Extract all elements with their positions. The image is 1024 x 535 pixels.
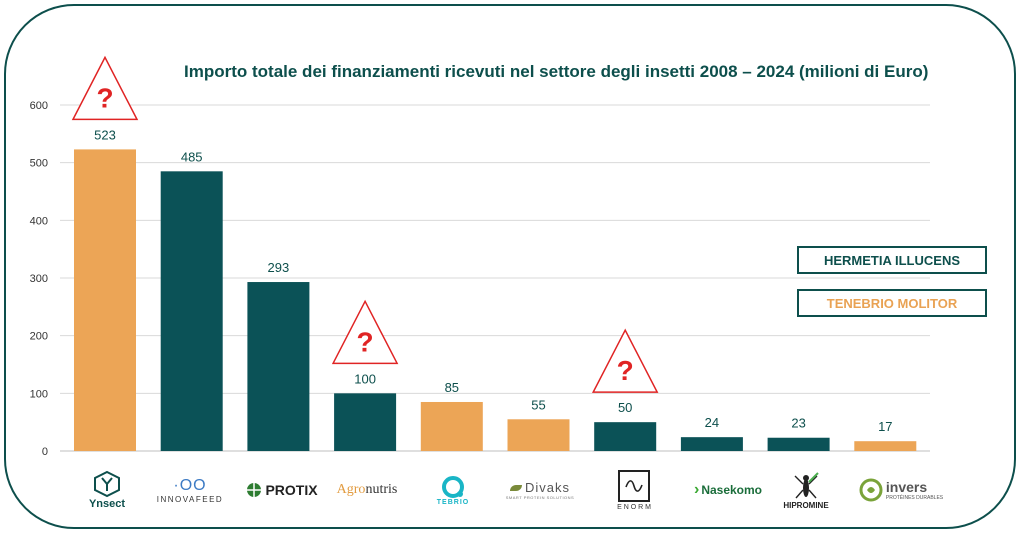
innovafeed-label: INNOVAFEED	[156, 494, 224, 504]
hipromine-label: HIPROMINE	[783, 500, 829, 510]
logo-agronutris: Agro nutris	[327, 465, 407, 515]
bar-tebrio	[420, 401, 483, 451]
warning-question-mark: ?	[96, 82, 113, 113]
data-label: 85	[445, 380, 459, 395]
innovafeed-mark: ·OO	[173, 476, 207, 494]
logo-tebrio: TEBRIO	[430, 465, 476, 515]
warning-question-mark: ?	[357, 326, 374, 357]
divaks-leaf-icon	[509, 484, 522, 491]
data-label: 523	[94, 127, 116, 142]
bar-divaks	[507, 419, 570, 451]
legend-hermetia: HERMETIA ILLUCENS	[797, 246, 987, 274]
logo-nasekomo: › Nasekomo	[684, 465, 772, 515]
data-labels: 523 485 293 100 85 55 50 24 23 17	[94, 127, 892, 434]
invers-icon	[859, 478, 883, 502]
logo-ynsect: Ynsect	[82, 465, 132, 515]
bar-protix	[247, 282, 310, 451]
hipromine-fly-icon	[794, 471, 819, 498]
nutris-label: nutris	[365, 482, 398, 497]
warning-question-mark: ?	[617, 355, 634, 386]
tebrio-label: TEBRIO	[436, 498, 470, 506]
bar-agronutris	[334, 393, 397, 451]
warning-triangle-icon	[71, 55, 139, 121]
bar-invers	[854, 441, 917, 451]
logo-innovafeed: ·OO INNOVAFEED	[152, 465, 228, 515]
y-tick-label: 0	[42, 446, 48, 458]
invers-sub-label: PROTÉINES DURABLES	[885, 495, 944, 501]
divaks-sub-label: SMART PROTEIN SOLUTIONS	[505, 495, 575, 500]
data-label: 485	[181, 149, 203, 164]
data-label: 17	[878, 419, 892, 434]
agro-label: Agro	[336, 482, 366, 497]
bar-ynsect	[74, 149, 136, 452]
y-tick-label: 400	[30, 215, 48, 227]
enorm-icon	[618, 469, 650, 502]
data-label: 24	[705, 415, 719, 430]
bars	[74, 149, 917, 452]
nasekomo-label: Nasekomo	[701, 483, 763, 497]
ynsect-icon	[94, 470, 120, 498]
y-tick-label: 500	[30, 158, 48, 170]
data-label: 293	[268, 260, 290, 275]
y-axis-ticks: 0 100 200 300 400 500 600	[30, 100, 48, 458]
protix-label: PROTIX	[265, 482, 318, 498]
logo-invers: invers PROTÉINES DURABLES	[856, 465, 946, 515]
bar-nasekomo	[680, 437, 743, 451]
logo-hipromine: HIPROMINE	[776, 465, 836, 515]
warning-triangle-icon	[331, 299, 399, 365]
bar-innovafeed	[160, 171, 223, 452]
divaks-label: Divaks	[524, 480, 570, 495]
data-label: 100	[354, 371, 376, 386]
bar-enorm	[594, 422, 657, 451]
logo-enorm: E N O R M	[600, 465, 668, 515]
data-label: 55	[531, 397, 545, 412]
warning-marks: ???	[71, 55, 659, 393]
invers-label: invers	[885, 479, 928, 495]
y-tick-label: 300	[30, 273, 48, 285]
y-tick-label: 200	[30, 331, 48, 343]
enorm-label: E N O R M	[617, 503, 651, 511]
rounded-frame	[4, 4, 1016, 529]
nasekomo-chevron-icon: ›	[693, 481, 700, 498]
data-label: 23	[791, 416, 805, 431]
ynsect-label: Ynsect	[88, 498, 126, 510]
bar-hipromine	[767, 437, 830, 451]
y-tick-label: 100	[30, 388, 48, 400]
data-label: 50	[618, 400, 632, 415]
legend-tenebrio: TENEBRIO MOLITOR	[797, 289, 987, 317]
chart-title: Importo totale dei finanziamenti ricevut…	[184, 62, 929, 81]
tebrio-icon	[442, 475, 464, 498]
protix-icon	[247, 483, 262, 497]
warning-triangle-icon	[591, 328, 659, 393]
logo-divaks: Divaks SMART PROTEIN SOLUTIONS	[503, 465, 577, 515]
y-tick-label: 600	[30, 100, 48, 112]
logo-protix: PROTIX	[244, 465, 320, 515]
